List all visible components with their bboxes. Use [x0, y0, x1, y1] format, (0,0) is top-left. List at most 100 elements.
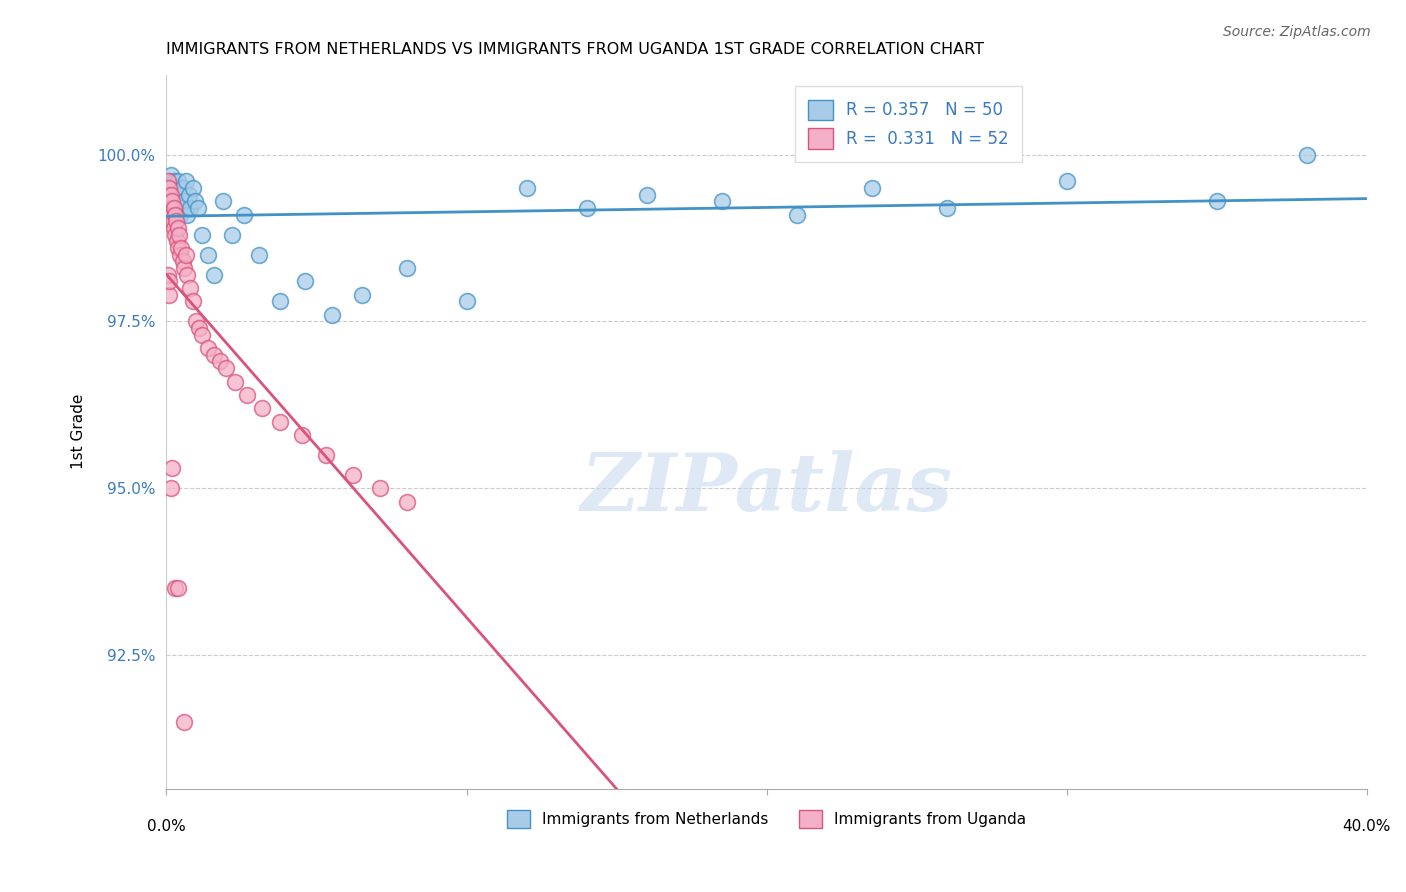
- Point: [204, 348, 226, 362]
- Point: [156, 268, 179, 282]
- Point: [165, 582, 187, 596]
- Point: [186, 314, 208, 328]
- Point: [233, 208, 256, 222]
- Point: [157, 194, 180, 209]
- Point: [173, 714, 195, 729]
- Point: [162, 461, 184, 475]
- Point: [252, 401, 274, 416]
- Point: [575, 201, 598, 215]
- Point: [170, 241, 193, 255]
- Point: [860, 181, 883, 195]
- Point: [157, 194, 180, 209]
- Point: [176, 268, 198, 282]
- Point: [269, 294, 291, 309]
- Point: [169, 248, 191, 262]
- Point: [159, 174, 181, 188]
- Point: [169, 208, 191, 222]
- Point: [204, 268, 226, 282]
- Point: [197, 248, 219, 262]
- Point: [395, 494, 418, 508]
- Point: [165, 201, 187, 215]
- Text: ZIPatlas: ZIPatlas: [581, 450, 953, 527]
- Point: [212, 194, 235, 209]
- Point: [209, 354, 232, 368]
- Point: [173, 261, 195, 276]
- Point: [294, 275, 316, 289]
- Point: [156, 181, 179, 195]
- Point: [159, 194, 181, 209]
- Point: [174, 174, 197, 188]
- Point: [197, 341, 219, 355]
- Point: [1056, 174, 1078, 188]
- Point: [169, 227, 191, 242]
- Point: [160, 208, 183, 222]
- Point: [172, 254, 194, 268]
- Point: [176, 208, 198, 222]
- Point: [290, 428, 312, 442]
- Point: [636, 187, 658, 202]
- Point: [224, 375, 246, 389]
- Point: [786, 208, 808, 222]
- Legend: Immigrants from Netherlands, Immigrants from Uganda: Immigrants from Netherlands, Immigrants …: [501, 804, 1032, 834]
- Point: [160, 208, 183, 222]
- Point: [162, 181, 184, 195]
- Point: [174, 248, 197, 262]
- Point: [170, 201, 193, 215]
- Point: [221, 227, 243, 242]
- Point: [167, 241, 190, 255]
- Point: [191, 227, 214, 242]
- Point: [395, 261, 418, 276]
- Point: [162, 194, 184, 209]
- Point: [172, 181, 194, 195]
- Text: 0.0%: 0.0%: [148, 819, 186, 833]
- Point: [177, 187, 200, 202]
- Point: [157, 287, 180, 301]
- Text: IMMIGRANTS FROM NETHERLANDS VS IMMIGRANTS FROM UGANDA 1ST GRADE CORRELATION CHAR: IMMIGRANTS FROM NETHERLANDS VS IMMIGRANT…: [166, 42, 984, 57]
- Point: [157, 275, 180, 289]
- Point: [342, 467, 364, 482]
- Point: [163, 201, 186, 215]
- Point: [159, 201, 181, 215]
- Point: [159, 168, 181, 182]
- Point: [315, 448, 337, 462]
- Text: Source: ZipAtlas.com: Source: ZipAtlas.com: [1223, 25, 1371, 39]
- Point: [1295, 147, 1317, 161]
- Point: [236, 388, 259, 402]
- Point: [167, 582, 190, 596]
- Point: [187, 201, 209, 215]
- Point: [184, 194, 207, 209]
- Point: [166, 194, 188, 209]
- Point: [157, 187, 180, 202]
- Text: 40.0%: 40.0%: [1343, 819, 1391, 833]
- Point: [165, 181, 187, 195]
- Point: [159, 201, 181, 215]
- Point: [188, 321, 211, 335]
- Point: [181, 181, 204, 195]
- Point: [160, 187, 183, 202]
- Point: [167, 221, 190, 235]
- Point: [249, 248, 271, 262]
- Point: [1205, 194, 1227, 209]
- Point: [159, 181, 181, 195]
- Point: [165, 227, 187, 242]
- Point: [160, 481, 183, 495]
- Point: [456, 294, 478, 309]
- Point: [368, 481, 391, 495]
- Point: [163, 208, 186, 222]
- Point: [156, 181, 179, 195]
- Point: [191, 327, 214, 342]
- Point: [165, 214, 187, 228]
- Point: [935, 201, 957, 215]
- Point: [269, 415, 291, 429]
- Point: [173, 194, 195, 209]
- Point: [170, 187, 193, 202]
- Point: [710, 194, 733, 209]
- Point: [179, 201, 201, 215]
- Point: [179, 281, 201, 295]
- Y-axis label: 1st Grade: 1st Grade: [72, 394, 86, 469]
- Point: [160, 187, 183, 202]
- Point: [156, 174, 179, 188]
- Point: [162, 194, 184, 209]
- Point: [167, 174, 190, 188]
- Point: [163, 187, 186, 202]
